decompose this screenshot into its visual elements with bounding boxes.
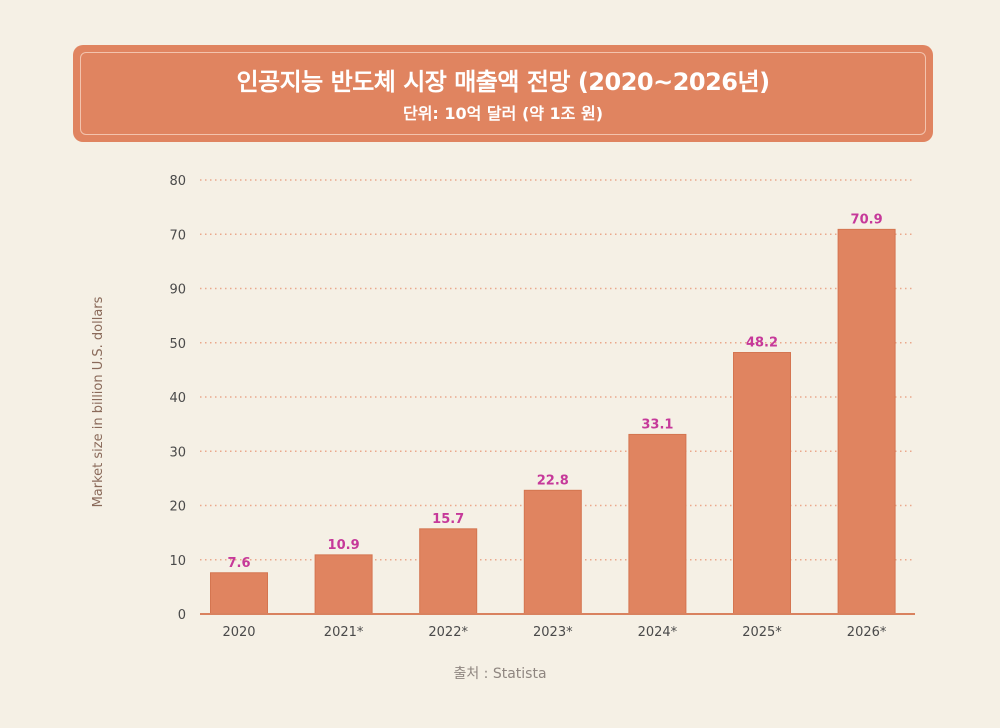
title-banner: 인공지능 반도체 시장 매출액 전망 (2020~2026년) 단위: 10억 … bbox=[73, 45, 933, 142]
x-tick-label: 2026* bbox=[847, 625, 887, 640]
bar-2023 bbox=[523, 489, 582, 615]
bar-2026 bbox=[837, 228, 896, 615]
y-axis-title: Market size in billion U.S. dollars bbox=[91, 296, 106, 507]
y-tick-label: 20 bbox=[169, 500, 186, 515]
chart-subtitle: 단위: 10억 달러 (약 1조 원) bbox=[402, 104, 604, 123]
x-tick-label: 2022* bbox=[428, 625, 468, 640]
x-tick-label: 2024* bbox=[638, 625, 678, 640]
title-frame bbox=[80, 52, 926, 135]
source-note: 출처 : Statista bbox=[453, 666, 547, 682]
y-tick-label: 70 bbox=[169, 228, 186, 243]
x-tick-label: 2021* bbox=[324, 625, 364, 640]
bar-2024 bbox=[628, 433, 687, 615]
x-tick-label: 2025* bbox=[742, 625, 782, 640]
y-tick-label: 0 bbox=[178, 608, 186, 623]
y-tick-label: 90 bbox=[169, 283, 186, 298]
y-tick-label: 40 bbox=[169, 391, 186, 406]
bar-2022 bbox=[419, 528, 478, 615]
data-label: 33.1 bbox=[641, 417, 673, 432]
data-label: 70.9 bbox=[851, 212, 883, 227]
bar-2025 bbox=[733, 352, 791, 615]
y-tick-label: 50 bbox=[169, 337, 186, 352]
data-label: 22.8 bbox=[537, 473, 569, 488]
data-label: 7.6 bbox=[227, 556, 250, 571]
y-tick-label: 10 bbox=[169, 554, 186, 569]
y-tick-label: 80 bbox=[169, 174, 186, 189]
x-tick-label: 2023* bbox=[533, 625, 573, 640]
data-label: 10.9 bbox=[328, 538, 360, 553]
x-tick-label: 2020 bbox=[222, 625, 255, 640]
data-label: 48.2 bbox=[746, 336, 778, 351]
chart-title: 인공지능 반도체 시장 매출액 전망 (2020~2026년) bbox=[236, 68, 770, 96]
data-label: 15.7 bbox=[432, 512, 464, 527]
y-tick-label: 30 bbox=[169, 445, 186, 460]
bar-2021 bbox=[314, 554, 373, 615]
bar-2020 bbox=[210, 572, 268, 615]
